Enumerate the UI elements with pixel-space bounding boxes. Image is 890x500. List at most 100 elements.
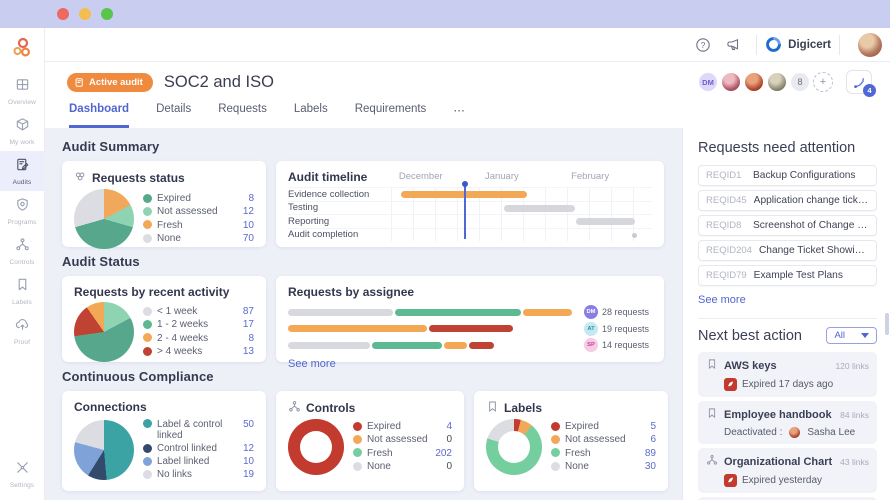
window-close-button[interactable] [57,8,69,20]
request-item[interactable]: REQID8 Screenshot of Change Manageme... [698,215,877,236]
legend-value: 70 [242,233,254,245]
legend-value: 17 [242,319,254,331]
request-item[interactable]: REQID45 Application change ticket showin… [698,190,877,211]
help-icon[interactable]: ? [688,37,718,53]
timeline-track [391,227,652,242]
action-title: Organizational Chart [724,456,833,468]
legend-dot-icon [143,233,152,243]
legend-item: No links 19 [143,469,254,481]
legend-value: 4 [446,421,452,433]
legend-item: Not assessed 0 [353,434,452,446]
sidebar-item-proof[interactable]: Proof [0,311,45,351]
sidebar-item-overview[interactable]: Overview [0,71,45,111]
avatar-overflow-count[interactable]: 8 [790,72,810,92]
legend-value: 6 [650,434,656,446]
request-id: REQID204 [706,245,752,256]
legend-item: Label & control linked 50 [143,419,254,442]
tab-⋯[interactable]: ⋯ [453,105,465,117]
tab-requests[interactable]: Requests [218,103,267,115]
controls-icon [15,237,30,257]
avatar[interactable]: DM [698,72,718,92]
action-item[interactable]: Employee handbook 84 links Deactivated :… [698,401,877,444]
avatar-group: DM 8 + 4 [698,70,876,97]
legend-label: Not assessed [565,434,626,446]
request-item[interactable]: REQID204 Change Ticket Showing VP of Eng… [698,240,877,261]
legend-label: None [367,461,391,473]
announcements-icon[interactable] [718,37,748,53]
sidebar-item-labels[interactable]: Labels [0,271,45,311]
page-title: SOC2 and ISO [163,72,274,91]
legend-dot-icon [143,319,152,329]
assignee-request-count: 19 requests [602,323,650,334]
assignee-bar [288,308,580,316]
sidebar-item-programs[interactable]: Programs [0,191,45,231]
next-best-action-filter-dropdown[interactable]: All [826,327,877,344]
legend-item: Not assessed 12 [143,206,254,218]
legend-item: Fresh 89 [551,448,656,460]
assignee-avatar[interactable]: SP [584,338,598,353]
sidebar-item-settings[interactable]: Settings [0,454,45,494]
sidebar-item-controls[interactable]: Controls [0,231,45,271]
assignee-row: AT 19 requests [288,321,652,338]
controls-chart [288,419,344,475]
sidebar-item-label: My work [9,139,35,146]
legend-label: 1 - 2 weeks [157,319,209,331]
legend-dot-icon [143,469,152,479]
tab-requirements[interactable]: Requirements [354,103,427,115]
legend-value: 12 [242,206,254,218]
action-item[interactable]: AWS keys 120 links Expired 17 days ago [698,352,877,397]
audit-timeline-card: Audit timeline Evidence collection Testin… [276,161,664,247]
sidebar-item-label: Programs [7,219,37,226]
hyperproof-logo-icon[interactable] [10,35,34,59]
requests-see-more-link[interactable]: See more [698,294,746,306]
labels-icon [486,400,499,416]
legend-item: Expired 8 [143,193,254,205]
request-title: Example Test Plans [753,270,843,281]
request-id: REQID1 [706,170,742,181]
request-title: Backup Configurations [753,170,856,181]
legend-label: None [565,461,589,473]
legend-label: Expired [565,421,599,433]
proof-notifications-button[interactable]: 4 [846,70,876,97]
action-links-count: 84 links [840,410,869,420]
action-item[interactable]: Procedure for corrective a... 9 links No… [698,497,877,500]
action-links-count: 120 links [835,361,869,371]
user-avatar[interactable] [858,32,882,57]
add-member-button[interactable]: + [813,72,833,92]
avatar[interactable] [744,72,764,92]
timeline-month-label: February [571,171,610,182]
request-item[interactable]: REQID1 Backup Configurations [698,165,877,186]
tab-labels[interactable]: Labels [293,103,328,115]
connections-card: Connections Label & control linked 50 Co… [62,391,266,491]
brand-digicert[interactable]: Digicert [765,36,831,53]
legend-dot-icon [143,306,152,316]
legend-value: 5 [650,421,656,433]
window-zoom-button[interactable] [101,8,113,20]
tab-dashboard[interactable]: Dashboard [69,103,130,128]
bar-segment [288,341,370,349]
legend-dot-icon [353,434,362,444]
window-minimize-button[interactable] [79,8,91,20]
sidebar-item-audits[interactable]: Audits [0,151,45,191]
action-item[interactable]: Organizational Chart 43 links Expired ye… [698,448,877,493]
assignee-avatar[interactable]: DM [584,305,598,320]
timeline-bar [400,191,527,198]
panel-scrollbar[interactable] [885,313,889,335]
avatar[interactable] [721,72,741,92]
connections-chart [74,419,134,480]
request-item[interactable]: REQID79 Example Test Plans [698,265,877,286]
assignee-avatar[interactable]: AT [584,321,598,336]
connections-title: Connections [74,400,147,414]
sidebar-item-label: Overview [8,99,36,106]
avatar[interactable] [767,72,787,92]
assignee-row: SP 14 requests [288,337,652,354]
sidebar-item-my-work[interactable]: My work [0,111,45,151]
legend-label: None [157,233,181,245]
digicert-logo-icon [766,37,782,52]
sidebar-bottom: Settings [0,454,45,500]
assignee-see-more-link[interactable]: See more [288,357,336,370]
legend-dot-icon [353,448,362,458]
requests-status-chart [74,189,134,249]
tab-details[interactable]: Details [156,103,192,115]
legend-value: 50 [243,418,254,430]
